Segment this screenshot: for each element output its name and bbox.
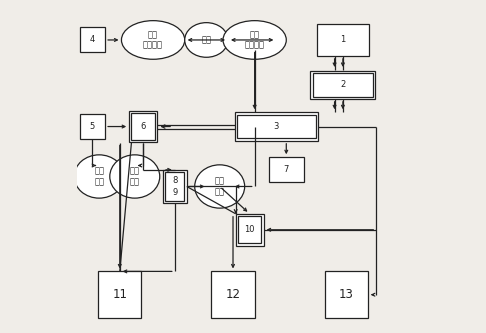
- Text: 1: 1: [340, 35, 346, 45]
- Bar: [236, 214, 264, 246]
- Text: 13: 13: [339, 288, 354, 301]
- Bar: [235, 113, 318, 141]
- Ellipse shape: [195, 165, 244, 208]
- Text: 启动
停止指令: 启动 停止指令: [143, 30, 163, 50]
- Text: 切换
指令: 切换 指令: [215, 177, 225, 196]
- Text: 10: 10: [244, 225, 255, 234]
- Text: 4: 4: [90, 35, 95, 45]
- Bar: [163, 170, 187, 203]
- Bar: [165, 172, 184, 201]
- Bar: [237, 115, 315, 139]
- Text: 6: 6: [140, 122, 146, 131]
- Bar: [80, 28, 105, 52]
- Bar: [238, 216, 261, 243]
- Text: 5: 5: [90, 122, 95, 131]
- Text: 电压
建立: 电压 建立: [94, 167, 104, 186]
- Bar: [311, 71, 375, 99]
- Text: 3: 3: [274, 122, 279, 131]
- Bar: [313, 73, 373, 97]
- Bar: [317, 24, 369, 56]
- Ellipse shape: [122, 21, 185, 59]
- Bar: [325, 271, 368, 318]
- Bar: [129, 111, 157, 143]
- Text: 8
9: 8 9: [172, 176, 177, 196]
- Ellipse shape: [185, 23, 228, 57]
- Bar: [269, 158, 304, 182]
- Text: 11: 11: [112, 288, 127, 301]
- Ellipse shape: [74, 155, 124, 198]
- Bar: [80, 114, 105, 139]
- Text: 2: 2: [340, 80, 346, 90]
- Text: 延时: 延时: [201, 35, 211, 45]
- Bar: [131, 113, 155, 140]
- Bar: [211, 271, 255, 318]
- Text: 12: 12: [226, 288, 241, 301]
- Ellipse shape: [223, 21, 286, 59]
- Ellipse shape: [110, 155, 160, 198]
- Bar: [98, 271, 141, 318]
- Text: 切换
指令: 切换 指令: [130, 167, 140, 186]
- Text: 7: 7: [284, 165, 289, 174]
- Text: 停止
供电检测: 停止 供电检测: [244, 30, 265, 50]
